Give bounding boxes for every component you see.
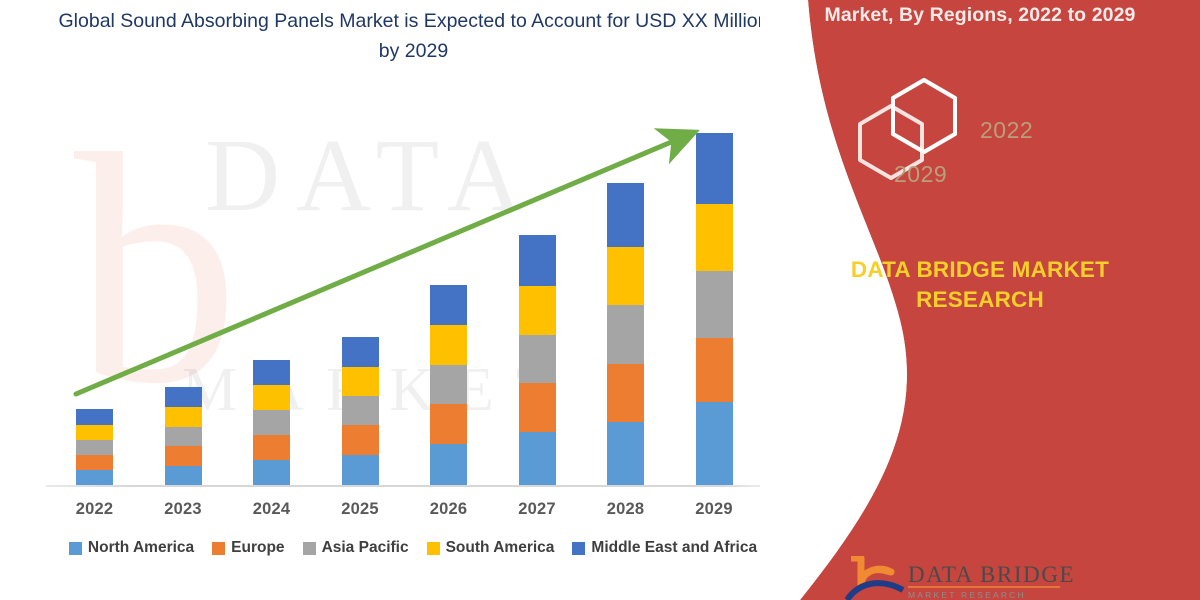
- bar-segment: [164, 387, 202, 407]
- legend-label: Middle East and Africa: [591, 539, 758, 556]
- bar-segment: [607, 305, 644, 364]
- bar-segment: [695, 133, 733, 204]
- bar-segment: [518, 235, 556, 286]
- legend-item[interactable]: North America: [68, 539, 195, 557]
- corner-logo: DATA BRIDGE MARKET RESEARCH: [844, 554, 1185, 600]
- legend-item[interactable]: South America: [426, 539, 555, 557]
- bar-segment: [518, 383, 556, 432]
- bar-2025: [341, 337, 379, 485]
- legend-label: South America: [445, 539, 555, 556]
- legend-swatch-icon: [572, 541, 586, 555]
- panel-title: Market, By Regions, 2022 to 2029: [824, 4, 1136, 26]
- bar-segment: [607, 183, 644, 247]
- bar-segment: [695, 402, 733, 485]
- x-tick-2029: 2029: [695, 500, 733, 518]
- bar-2026: [430, 285, 467, 485]
- legend-item[interactable]: Europe: [212, 539, 285, 557]
- bar-segment: [430, 285, 467, 325]
- brand-panel: Market, By Regions, 2022 to 2029 2022 20…: [760, 0, 1200, 600]
- bar-segment: [518, 335, 556, 383]
- bar-segment: [76, 440, 113, 455]
- bar-segment: [430, 444, 467, 485]
- x-tick-2025: 2025: [341, 500, 379, 518]
- bar-segment: [341, 425, 379, 455]
- bar-segment: [607, 422, 644, 485]
- bar-segment: [607, 247, 644, 305]
- chart-legend: North America Europe Asia Pacific South Ame…: [48, 539, 778, 557]
- bar-segment: [518, 286, 556, 335]
- bar-segment: [76, 455, 113, 470]
- bar-segment: [253, 460, 290, 485]
- x-tick-2026: 2026: [429, 500, 468, 518]
- legend-swatch-icon: [68, 541, 82, 555]
- bar-segment: [164, 466, 202, 485]
- corner-logo-name: DATA BRIDGE: [908, 562, 1076, 587]
- x-tick-2027: 2027: [518, 500, 556, 518]
- hexagon-label-2029: 2029: [894, 161, 948, 187]
- bar-segment: [164, 407, 202, 427]
- corner-logo-rule: [908, 586, 1060, 588]
- hexagon-label-2022: 2022: [980, 117, 1034, 143]
- bar-2022: [76, 409, 113, 485]
- legend-item[interactable]: Asia Pacific: [302, 539, 409, 557]
- bar-segment: [76, 470, 113, 485]
- chart-plot-area: 2022 2023 2024 2025 2026 2027 2028 2029: [46, 128, 776, 518]
- x-tick-2028: 2028: [606, 500, 645, 518]
- bar-2029: [695, 133, 733, 485]
- x-tick-2022: 2022: [75, 500, 114, 518]
- bar-2028: [607, 183, 644, 485]
- bar-segment: [164, 427, 202, 446]
- bar-segment: [341, 367, 379, 396]
- legend-label: Europe: [231, 539, 285, 556]
- legend-swatch-icon: [212, 541, 226, 555]
- brand-name-line2: RESEARCH: [916, 287, 1044, 312]
- bar-segment: [695, 338, 733, 402]
- bar-segment: [518, 432, 556, 485]
- bar-segment: [430, 404, 467, 444]
- hexagon-year-badges: 2022 2029: [852, 92, 1072, 227]
- bar-segment: [76, 409, 113, 425]
- bar-segment: [253, 435, 290, 460]
- chart-title: Global Sound Absorbing Panels Market is …: [58, 10, 769, 62]
- legend-swatch-icon: [302, 541, 316, 555]
- bar-segment: [76, 425, 113, 440]
- x-tick-2023: 2023: [164, 500, 202, 518]
- bar-segment: [341, 455, 379, 485]
- bar-segment: [341, 337, 379, 367]
- brand-panel-shape: [760, 0, 1200, 600]
- bar-2023: [164, 387, 202, 485]
- bar-2024: [253, 360, 290, 485]
- legend-item[interactable]: Middle East and Africa: [572, 539, 757, 557]
- bar-segment: [695, 204, 733, 271]
- legend-label: Asia Pacific: [321, 539, 409, 556]
- corner-logo-tagline: MARKET RESEARCH: [908, 590, 1026, 600]
- brand-name: DATA BRIDGE MARKET RESEARCH: [760, 255, 1200, 315]
- x-axis-line: [46, 485, 776, 487]
- legend-swatch-icon: [426, 541, 440, 555]
- bar-segment: [164, 446, 202, 466]
- legend-label: North America: [87, 539, 195, 556]
- bar-segment: [607, 364, 644, 422]
- x-tick-2024: 2024: [252, 500, 291, 518]
- bar-segment: [430, 325, 467, 365]
- bar-segment: [253, 410, 290, 435]
- bar-segment: [253, 360, 290, 385]
- bar-segment: [430, 365, 467, 404]
- bar-2027: [518, 235, 556, 485]
- bar-segment: [341, 396, 379, 425]
- corner-logo-mark-icon: [844, 554, 905, 600]
- bar-segment: [695, 271, 733, 338]
- brand-name-line1: DATA BRIDGE MARKET: [850, 257, 1110, 282]
- trend-arrow-icon: [73, 128, 700, 397]
- bar-segment: [253, 385, 290, 410]
